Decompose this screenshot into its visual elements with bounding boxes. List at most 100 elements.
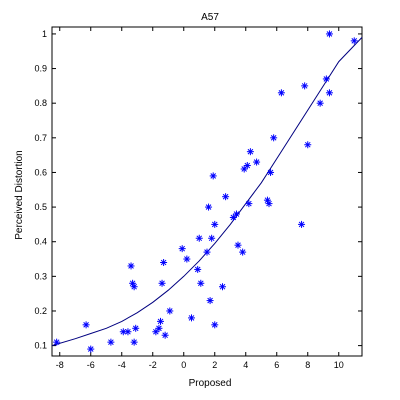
x-tick-label: 0 <box>181 360 186 370</box>
data-point-d2 <box>129 280 136 287</box>
data-point <box>208 234 216 242</box>
y-tick-label: 0.2 <box>34 306 47 316</box>
data-point <box>132 324 140 332</box>
data-point <box>183 255 191 263</box>
data-point-d2 <box>162 332 168 339</box>
data-point <box>203 248 211 256</box>
data-point-d2 <box>184 256 190 262</box>
y-tick-label: 1 <box>42 29 47 39</box>
data-point <box>304 141 312 149</box>
data-point <box>322 75 330 83</box>
plot-area: -8 -6 -4 -2 0 2 4 6 8 10 0.1 0.2 0.3 0.4 0.5 0.6 0.7 0.8 0… <box>34 26 363 370</box>
y-tick-label: 0.7 <box>34 133 47 143</box>
data-point <box>245 200 253 208</box>
data-point <box>270 134 278 142</box>
data-point-d2 <box>166 308 173 314</box>
data-point-d2 <box>210 173 217 179</box>
data-point <box>197 279 205 287</box>
x-tick-label: -4 <box>118 360 126 370</box>
data-point-d2 <box>219 283 226 290</box>
data-point <box>253 158 261 166</box>
data-point-d2 <box>317 100 323 106</box>
data-point-d2 <box>326 31 333 37</box>
data-point-d2 <box>157 318 164 325</box>
x-tick-label: 4 <box>243 360 248 370</box>
data-point <box>222 193 230 201</box>
data-point <box>130 283 138 291</box>
data-point <box>157 317 164 325</box>
x-tick-label: -8 <box>56 360 64 370</box>
data-point <box>243 162 251 170</box>
data-point <box>194 265 202 273</box>
x-tick-label: 2 <box>212 360 217 370</box>
data-point <box>87 345 95 353</box>
data-point <box>211 220 219 228</box>
x-axis-title: Proposed <box>189 378 232 389</box>
x-tick-label: -2 <box>149 360 157 370</box>
data-point <box>265 200 273 208</box>
data-point <box>267 168 275 176</box>
data-point <box>211 321 219 329</box>
data-point-d2 <box>326 89 333 96</box>
data-point <box>209 172 217 180</box>
data-point-d2 <box>235 242 241 248</box>
data-point-d2 <box>298 221 305 228</box>
y-tick-label: 0.5 <box>34 202 47 212</box>
data-point-d2 <box>244 162 251 169</box>
data-point <box>124 328 132 336</box>
data-point <box>350 37 358 45</box>
y-axis-title: Perceived Distortion <box>14 150 25 239</box>
data-point-d2 <box>53 339 60 345</box>
data-point-d2 <box>131 283 137 290</box>
data-point <box>178 245 186 253</box>
data-point <box>107 338 115 346</box>
data-point <box>155 324 163 332</box>
data-point <box>219 283 226 291</box>
axes-box <box>51 26 363 357</box>
data-point <box>152 328 160 336</box>
x-tick-label: 10 <box>334 360 344 370</box>
y-tick-label: 0.9 <box>34 64 47 74</box>
data-point-d2 <box>83 322 89 328</box>
data-point-d2 <box>239 249 246 255</box>
data-point-d2 <box>247 148 254 155</box>
data-point-d2 <box>351 38 358 44</box>
data-point-d2 <box>207 297 213 304</box>
data-point-d2 <box>87 346 94 352</box>
data-point-d2 <box>188 315 195 321</box>
data-point-d2 <box>323 76 330 82</box>
data-point-d2 <box>160 259 167 266</box>
data-point-d2 <box>205 204 212 210</box>
data-point <box>277 89 285 97</box>
data-point <box>239 248 247 256</box>
data-point-d2 <box>278 89 285 96</box>
data-point-d2 <box>125 328 131 335</box>
x-tick-label: -6 <box>87 360 95 370</box>
data-point <box>161 331 169 339</box>
data-point <box>82 321 90 329</box>
data-point-d2 <box>222 193 229 200</box>
y-tick-label: 0.1 <box>34 341 47 351</box>
data-point <box>325 30 333 38</box>
y-tick-label: 0.3 <box>34 271 47 281</box>
data-point <box>301 82 309 90</box>
data-point <box>232 210 240 218</box>
data-point <box>127 262 135 270</box>
data-point-d2 <box>270 135 277 141</box>
data-point-d2 <box>266 200 272 207</box>
data-point <box>298 220 306 228</box>
data-point <box>195 234 203 242</box>
data-point-d2 <box>108 339 114 345</box>
data-point <box>205 203 213 211</box>
data-point-d2 <box>233 211 240 217</box>
data-point-d2 <box>253 159 260 165</box>
data-point-d2 <box>159 280 165 287</box>
data-point-d2 <box>211 221 218 228</box>
data-point-d2 <box>211 322 218 328</box>
data-point-d2 <box>128 263 134 269</box>
data-point-d2 <box>194 266 201 273</box>
data-point-d2 <box>204 249 210 255</box>
